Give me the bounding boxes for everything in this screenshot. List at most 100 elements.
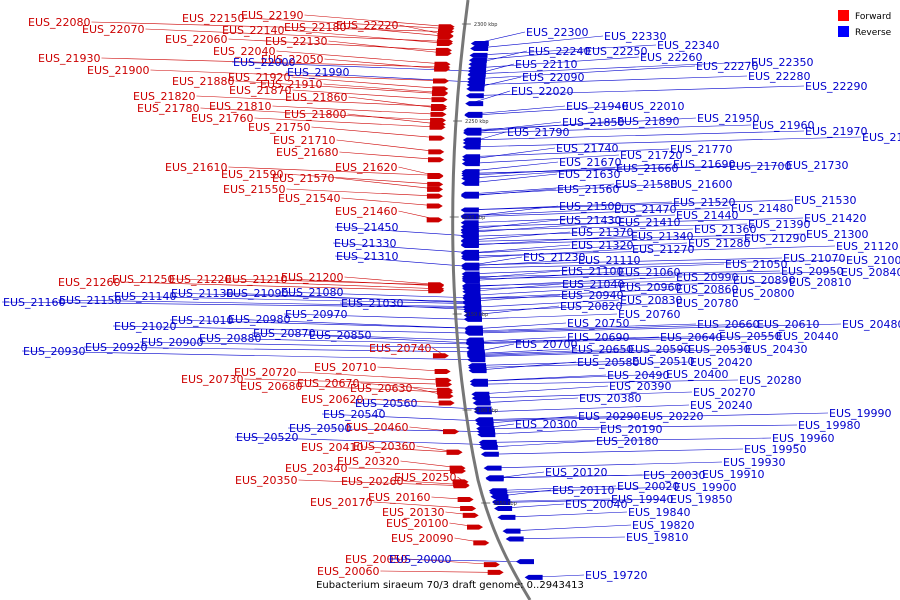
gene-label[interactable]: EUS_20880 (199, 332, 261, 345)
gene-label[interactable]: EUS_21820 (133, 90, 195, 103)
gene-label[interactable]: EUS_20680 (240, 380, 302, 393)
gene-label[interactable]: EUS_21150 (59, 294, 121, 307)
forward-gene[interactable] (430, 117, 447, 123)
gene-label[interactable]: EUS_21890 (617, 115, 679, 128)
forward-gene[interactable] (436, 41, 453, 47)
reverse-gene[interactable] (464, 330, 483, 336)
gene-label[interactable]: EUS_19990 (829, 407, 891, 420)
reverse-gene[interactable] (480, 451, 499, 457)
reverse-gene[interactable] (465, 341, 484, 347)
gene-label[interactable]: EUS_21450 (336, 221, 398, 234)
gene-label[interactable]: EUS_21110 (578, 254, 640, 267)
gene-label[interactable]: EUS_22080 (28, 16, 90, 29)
reverse-gene[interactable] (485, 475, 504, 481)
forward-gene[interactable] (436, 381, 453, 387)
reverse-gene[interactable] (477, 432, 496, 438)
forward-gene[interactable] (442, 429, 459, 435)
gene-label[interactable]: EUS_22050 (261, 53, 323, 66)
gene-label[interactable]: EUS_20100 (386, 517, 448, 530)
gene-label[interactable]: EUS_20180 (596, 435, 658, 448)
gene-label[interactable]: EUS_21870 (229, 84, 291, 97)
gene-label[interactable]: EUS_21540 (278, 192, 340, 205)
gene-label[interactable]: EUS_19950 (744, 443, 806, 456)
forward-gene[interactable] (434, 66, 451, 72)
gene-label[interactable]: EUS_22340 (657, 39, 719, 52)
gene-label[interactable]: EUS_20040 (565, 498, 627, 511)
gene-label[interactable]: EUS_20690 (567, 331, 629, 344)
gene-label[interactable]: EUS_22250 (585, 45, 647, 58)
gene-label[interactable]: EUS_22010 (622, 100, 684, 113)
gene-label[interactable]: EUS_19940 (611, 493, 673, 506)
gene-label[interactable]: EUS_21330 (334, 237, 396, 250)
forward-gene[interactable] (432, 86, 449, 92)
gene-label[interactable]: EUS_21620 (335, 161, 397, 174)
gene-label[interactable]: EUS_22300 (526, 26, 588, 39)
gene-label[interactable]: EUS_22150 (182, 12, 244, 25)
gene-label[interactable]: EUS_21910 (260, 78, 322, 91)
forward-gene[interactable] (437, 393, 454, 399)
gene-label[interactable]: EUS_20390 (609, 380, 671, 393)
reverse-gene[interactable] (462, 154, 481, 160)
forward-gene[interactable] (426, 193, 443, 199)
gene-label[interactable]: EUS_21980 (862, 131, 900, 144)
gene-label[interactable]: EUS_20970 (285, 308, 347, 321)
gene-label[interactable]: EUS_22330 (604, 30, 666, 43)
gene-label[interactable]: EUS_21990 (287, 66, 349, 79)
gene-label[interactable]: EUS_20840 (841, 266, 900, 279)
gene-label[interactable]: EUS_21630 (558, 168, 620, 181)
gene-label[interactable]: EUS_20170 (310, 496, 372, 509)
gene-label[interactable]: EUS_20120 (545, 466, 607, 479)
gene-label[interactable]: EUS_20060 (317, 565, 379, 578)
gene-label[interactable]: EUS_20720 (234, 366, 296, 379)
gene-label[interactable]: EUS_19910 (702, 468, 764, 481)
gene-label[interactable]: EUS_21370 (571, 226, 633, 239)
forward-gene[interactable] (437, 33, 454, 39)
gene-label[interactable]: EUS_20890 (733, 274, 795, 287)
forward-gene[interactable] (429, 121, 446, 127)
forward-gene[interactable] (450, 468, 467, 474)
forward-gene[interactable] (426, 217, 443, 223)
gene-label[interactable]: EUS_22260 (640, 51, 702, 64)
reverse-gene[interactable] (461, 253, 480, 259)
gene-label[interactable]: EUS_20670 (297, 377, 359, 390)
reverse-gene[interactable] (461, 171, 480, 177)
gene-label[interactable]: EUS_21230 (523, 251, 585, 264)
gene-label[interactable]: EUS_20730 (181, 373, 243, 386)
gene-label[interactable]: EUS_20030 (643, 469, 705, 482)
reverse-gene[interactable] (483, 465, 502, 471)
reverse-gene[interactable] (467, 72, 486, 78)
gene-label[interactable]: EUS_20400 (666, 368, 728, 381)
gene-label[interactable]: EUS_21000 (846, 254, 900, 267)
gene-label[interactable]: EUS_20260 (341, 475, 403, 488)
gene-label[interactable]: EUS_21360 (694, 223, 756, 236)
gene-label[interactable]: EUS_20510 (632, 355, 694, 368)
gene-label[interactable]: EUS_21760 (191, 112, 253, 125)
gene-label[interactable]: EUS_20940 (561, 289, 623, 302)
reverse-gene[interactable] (465, 93, 484, 99)
gene-label[interactable]: EUS_21590 (221, 168, 283, 181)
reverse-gene[interactable] (460, 228, 479, 234)
reverse-gene[interactable] (463, 305, 482, 310)
gene-label[interactable]: EUS_20900 (141, 336, 203, 349)
gene-label[interactable]: EUS_21600 (670, 178, 732, 191)
gene-label[interactable]: EUS_20660 (697, 318, 759, 331)
reverse-gene[interactable] (469, 52, 488, 58)
gene-label[interactable]: EUS_20830 (620, 294, 682, 307)
forward-gene[interactable] (438, 400, 455, 406)
reverse-gene[interactable] (471, 391, 490, 397)
gene-label[interactable]: EUS_20130 (382, 506, 444, 519)
gene-label[interactable]: EUS_21900 (87, 64, 149, 77)
forward-gene[interactable] (435, 377, 452, 383)
forward-gene[interactable] (428, 282, 445, 288)
gene-label[interactable]: EUS_20110 (552, 484, 614, 497)
forward-gene[interactable] (457, 497, 474, 503)
gene-label[interactable]: EUS_20490 (607, 369, 669, 382)
gene-label[interactable]: EUS_20280 (739, 374, 801, 387)
gene-label[interactable]: EUS_21780 (137, 102, 199, 115)
forward-gene[interactable] (428, 149, 445, 155)
gene-label[interactable]: EUS_22060 (165, 33, 227, 46)
gene-label[interactable]: EUS_20810 (789, 276, 851, 289)
gene-label[interactable]: EUS_20530 (688, 343, 750, 356)
reverse-gene[interactable] (502, 528, 521, 534)
gene-label[interactable]: EUS_21030 (341, 297, 403, 310)
